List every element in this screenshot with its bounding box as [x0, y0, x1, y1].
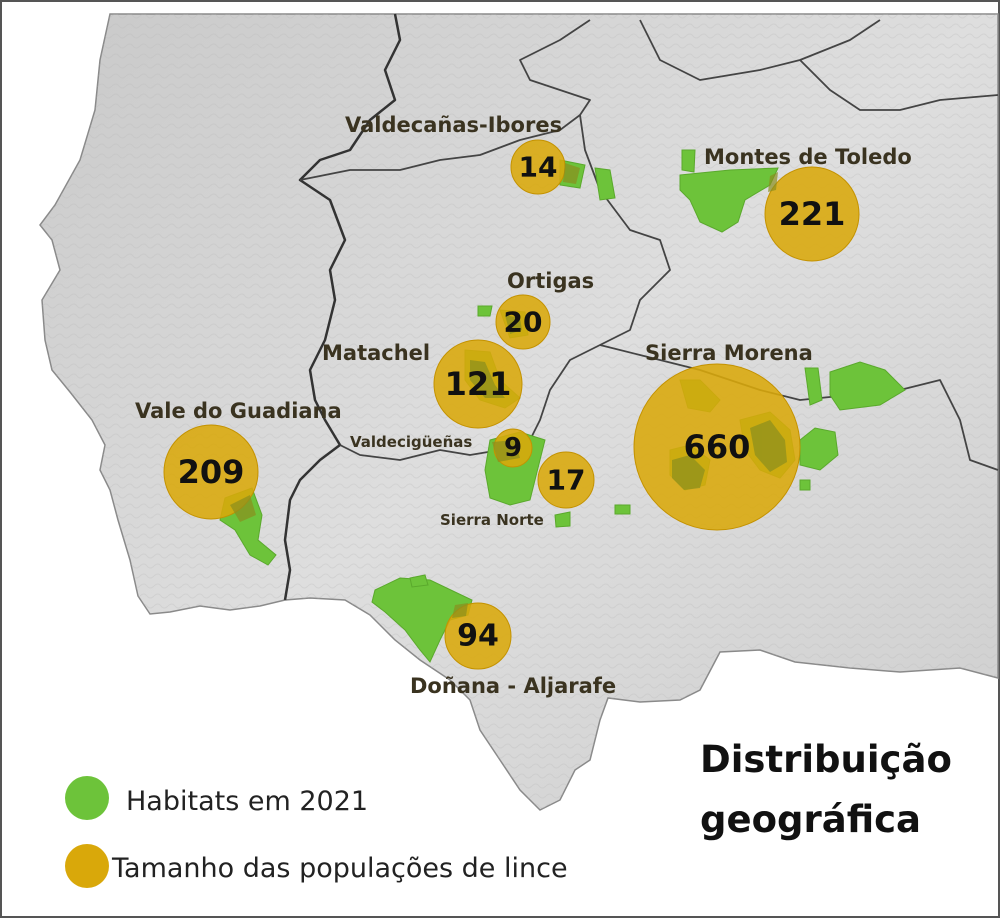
region-label-vale-do-guadiana: Vale do Guadiana [135, 399, 342, 423]
population-circle-donana [444, 602, 512, 670]
population-value-montes-de-toledo: 221 [779, 195, 846, 233]
population-value-matachel: 121 [445, 365, 512, 403]
region-label-sierra-morena: Sierra Morena [645, 341, 813, 365]
population-circle-vale-do-guadiana [163, 424, 259, 520]
population-circles [163, 139, 860, 670]
population-circle-ortigas [495, 294, 551, 350]
legend: Habitats em 2021 Tamanho das populações … [65, 776, 568, 888]
country-borders [283, 13, 402, 601]
population-numbers: 14 221 20 121 660 209 9 17 94 [178, 151, 846, 654]
region-label-ortigas: Ortigas [507, 269, 594, 293]
population-circle-sierra-norte [537, 451, 595, 509]
population-value-ortigas: 20 [504, 306, 543, 339]
legend-habitat-swatch [65, 776, 109, 820]
region-label-matachel: Matachel [322, 341, 430, 365]
region-label-sierra-norte: Sierra Norte [440, 511, 544, 529]
region-labels: Valdecañas-Ibores Montes de Toledo Ortig… [135, 113, 912, 698]
region-label-valdeciguenas: Valdecigüeñas [350, 433, 472, 451]
population-value-valdecanas: 14 [519, 151, 558, 184]
population-circle-sierra-morena [633, 363, 801, 531]
region-label-donana: Doñana - Aljarafe [410, 674, 616, 698]
population-value-valdeciguenas: 9 [504, 433, 522, 463]
legend-population-label: Tamanho das populações de lince [111, 853, 568, 884]
population-value-donana: 94 [457, 619, 499, 654]
population-value-vale-do-guadiana: 209 [178, 453, 245, 491]
legend-habitat-label: Habitats em 2021 [126, 786, 368, 817]
region-label-valdecanas: Valdecañas-Ibores [345, 113, 562, 137]
population-value-sierra-norte: 17 [547, 464, 586, 497]
title-line-2: geográfica [700, 798, 921, 841]
land-mass [39, 13, 999, 811]
region-borders [299, 19, 999, 471]
title-line-1: Distribuição [700, 738, 952, 781]
region-label-montes-de-toledo: Montes de Toledo [704, 145, 912, 169]
population-circle-montes-de-toledo [764, 166, 860, 262]
habitat-overlap [230, 163, 787, 618]
population-value-sierra-morena: 660 [684, 428, 751, 466]
legend-population-swatch [65, 844, 109, 888]
map-title: Distribuição geográfica [700, 738, 952, 841]
